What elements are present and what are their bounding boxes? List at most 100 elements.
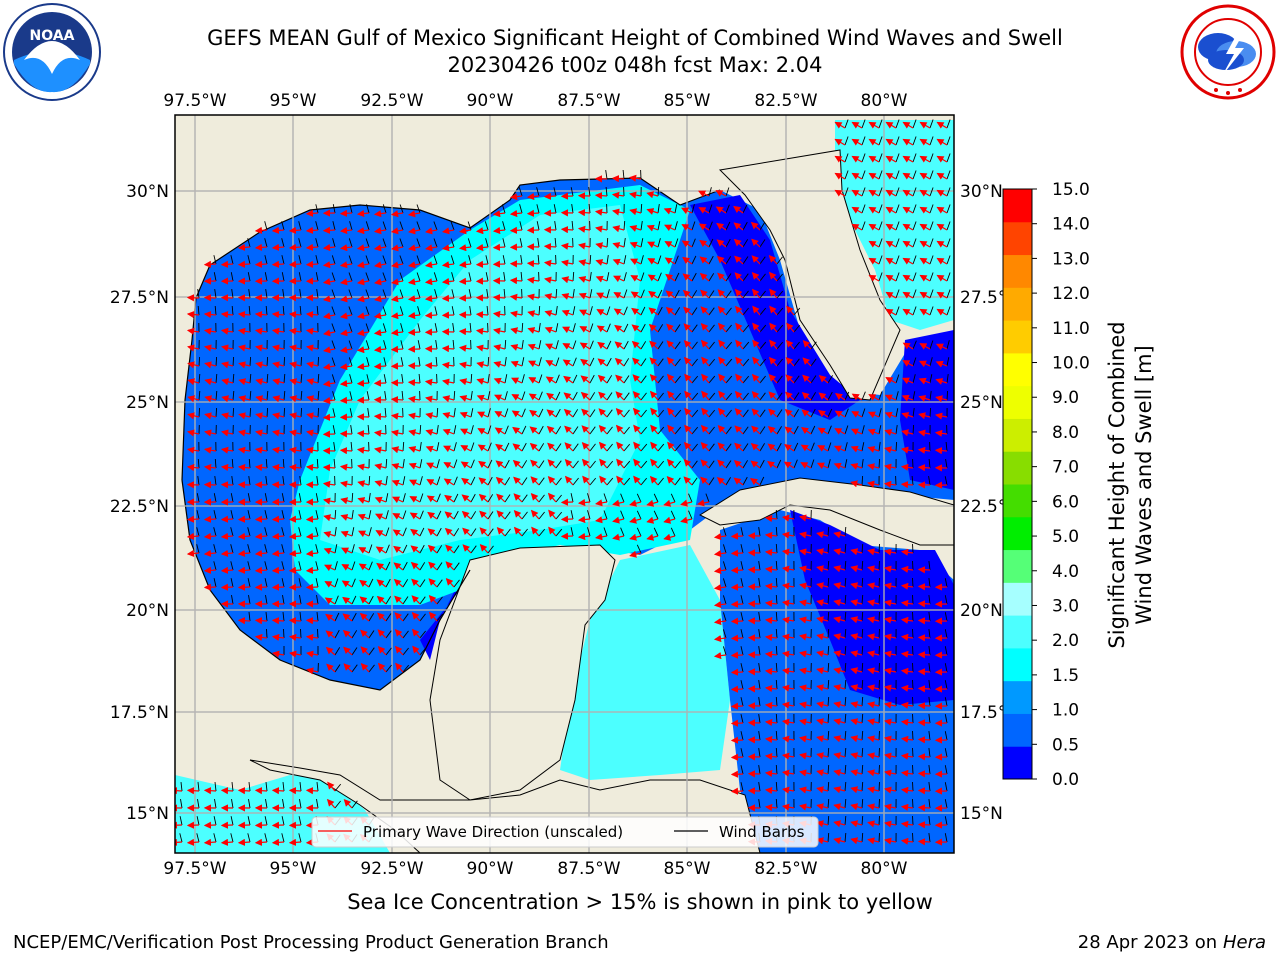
wind-barb [657,341,664,350]
wave-direction-arrow [851,206,863,214]
lat-label: 30°N [960,182,1003,202]
wind-barb [316,595,319,605]
wind-barb [620,493,625,503]
wind-barb [725,392,733,401]
wind-barb [740,731,744,741]
wind-barb [861,645,864,656]
wind-barb [691,255,697,265]
wind-barb [691,409,699,418]
wave-direction-arrow [919,155,931,163]
wind-barb [283,373,286,384]
colorbar-label-line2: Wind Waves and Swell [m] [1132,345,1156,625]
wind-barb [451,306,455,316]
wave-direction-arrow [288,787,302,795]
wind-barb [725,358,733,367]
wind-barb [929,272,934,282]
wind-barb [348,255,353,265]
wind-barb [351,492,354,503]
wind-barb [504,357,507,367]
wind-barb [315,221,319,231]
wind-barb [589,426,596,435]
wind-barb [844,696,847,707]
wind-barb [348,238,353,248]
wind-barb [742,273,749,282]
wind-barb [452,323,455,333]
wind-barb [895,374,900,384]
wave-direction-arrow [917,838,931,846]
wind-barb [368,493,371,503]
wind-barb [605,186,608,197]
wind-barb [299,612,302,622]
wind-barb [878,170,883,180]
wind-barb [674,341,681,350]
wind-barb [366,391,370,401]
wind-barb [298,272,302,282]
wind-barb [247,816,251,826]
wind-barb [215,356,218,367]
wave-direction-arrow [220,260,234,268]
wind-barb [383,374,387,384]
wind-barb [759,358,767,367]
wind-barb [385,561,391,571]
wind-barb [315,493,319,503]
wave-direction-arrow [305,617,319,625]
wind-barb [640,203,643,214]
wind-barb [587,527,591,537]
wind-barb [944,680,948,690]
wind-barb [213,578,217,588]
wind-barb [315,578,319,588]
wind-barb [538,374,543,384]
wind-barb [912,238,917,248]
noaa-logo-text: NOAA [30,28,75,44]
wind-barb [298,816,302,826]
wind-barb [725,324,732,333]
wind-barb [844,543,847,554]
wind-barb [399,255,404,265]
wind-barb [351,630,358,639]
wind-barb [606,375,613,384]
wave-direction-arrow [305,515,319,523]
wind-barb [674,238,679,248]
wind-barb [758,646,761,656]
wind-barb [365,323,370,333]
wind-barb [348,340,353,350]
wind-barb [402,493,406,503]
wind-barb [298,493,302,503]
wind-barb [640,255,644,265]
wind-barb [572,391,578,401]
colorbar-bin [1003,221,1032,256]
wind-barb [912,204,917,214]
wave-direction-arrow [851,121,863,129]
colorbar-tick-label: 0.0 [1052,770,1079,790]
wind-barb [453,510,459,520]
lat-label: 20°N [126,601,169,621]
wind-barb [589,392,596,401]
wave-direction-arrow [254,583,268,591]
wind-barb [504,477,511,486]
wind-barb [334,629,340,639]
wind-barb [433,255,438,265]
wind-barb [299,595,302,605]
colorbar-tick-label: 8.0 [1052,423,1079,443]
wave-direction-arrow [186,787,200,795]
wind-barb [281,493,285,503]
wave-direction-arrow [441,345,455,353]
wind-barb [861,204,866,214]
wind-barb [400,340,404,350]
wind-barb [657,221,661,231]
wave-direction-arrow [339,396,353,404]
wind-barb [793,375,800,384]
wave-direction-arrow [934,447,948,455]
wind-barb [365,340,370,350]
wind-barb [316,799,319,809]
wind-barb [298,561,302,571]
colorbar-bin [1003,484,1032,518]
wind-barb [657,409,665,418]
wind-barb [740,646,744,656]
wind-barb [435,340,438,350]
wind-barb [365,238,370,248]
wind-barb [485,238,489,248]
wind-barb [419,493,424,503]
wind-barb [929,204,934,214]
wind-barb [708,204,713,214]
